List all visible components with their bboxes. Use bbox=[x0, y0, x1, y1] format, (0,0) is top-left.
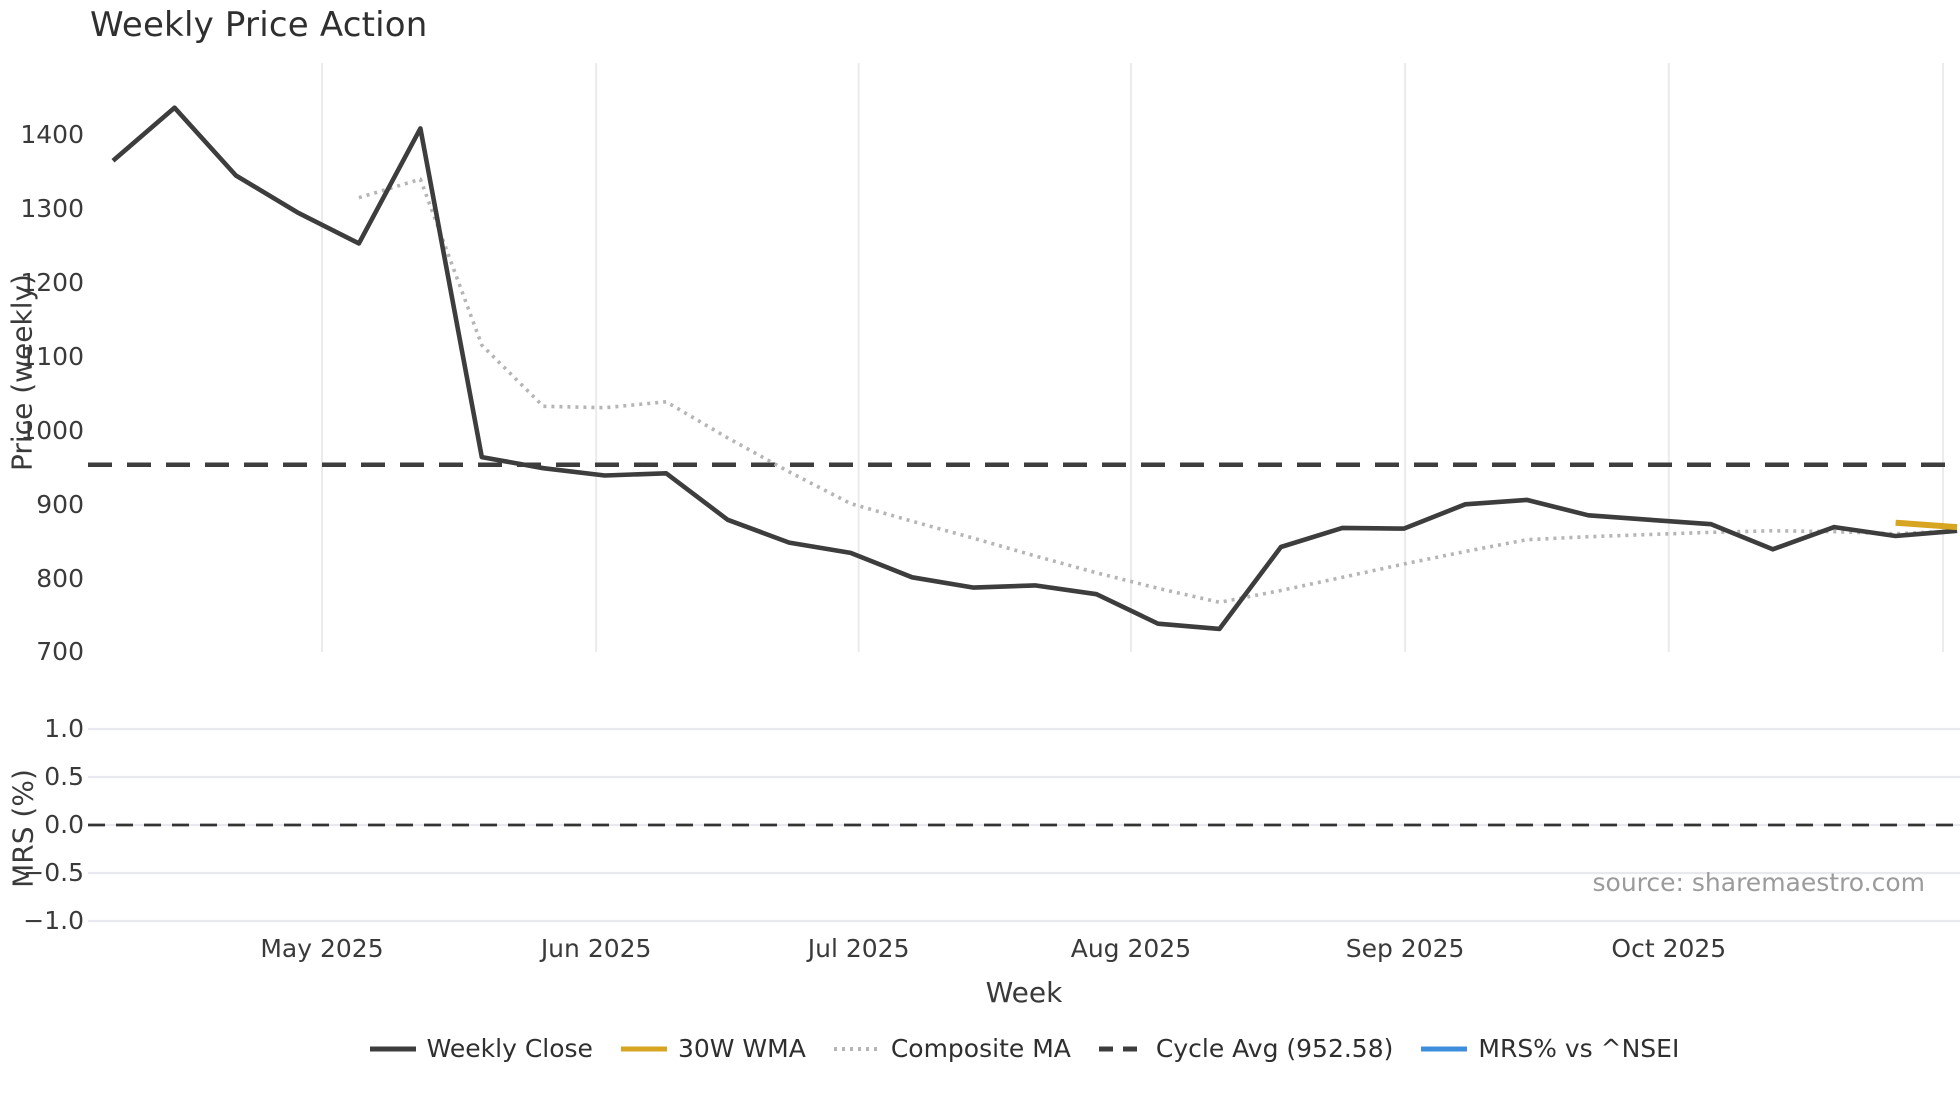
legend-label: 30W WMA bbox=[677, 1034, 806, 1063]
composite-ma-line bbox=[358, 177, 1958, 605]
price-tick-label: 1200 bbox=[20, 268, 84, 297]
legend-swatch-dotted-line bbox=[833, 1046, 880, 1051]
legend-label: Cycle Avg (952.58) bbox=[1155, 1034, 1394, 1063]
price-tick-label: 1100 bbox=[20, 342, 84, 371]
price-tick-label: 1400 bbox=[20, 120, 84, 149]
wma-30w-line bbox=[1895, 519, 1958, 531]
legend-swatch-solid-line bbox=[369, 1046, 416, 1051]
legend-swatch-dashed-line bbox=[1098, 1046, 1145, 1051]
month-tick-label: May 2025 bbox=[260, 934, 384, 963]
month-tick-label: Jul 2025 bbox=[807, 934, 910, 963]
legend-label: MRS% vs ^NSEI bbox=[1478, 1034, 1680, 1063]
legend-swatch-solid-line bbox=[620, 1046, 667, 1051]
legend-item-30w-wma: 30W WMA bbox=[620, 1034, 806, 1063]
mrs-tick-label: 0.0 bbox=[44, 810, 84, 839]
month-tick-label: Aug 2025 bbox=[1070, 934, 1192, 963]
legend-item-composite-ma: Composite MA bbox=[833, 1034, 1071, 1063]
legend-swatch-solid-line bbox=[1421, 1046, 1468, 1051]
mrs-tick-label: 0.5 bbox=[44, 762, 84, 791]
weekly-close-line bbox=[111, 105, 1958, 632]
month-tick-label: Oct 2025 bbox=[1611, 934, 1727, 963]
month-tick-label: Sep 2025 bbox=[1345, 934, 1465, 963]
legend-label: Composite MA bbox=[890, 1034, 1071, 1063]
mrs-tick-label: 1.0 bbox=[44, 714, 84, 743]
legend: Weekly Close 30W WMA Composite MA Cycle Avg… bbox=[88, 1034, 1960, 1063]
chart-title: Weekly Price Action bbox=[90, 5, 428, 45]
price-tick-label: 700 bbox=[36, 637, 84, 666]
price-tick-label: 1300 bbox=[20, 194, 84, 223]
price-tick-label: 1000 bbox=[20, 416, 84, 445]
legend-item-mrs-vs-nsei: MRS% vs ^NSEI bbox=[1420, 1034, 1679, 1063]
source-credit: source: sharemaestro.com bbox=[1592, 868, 1926, 897]
legend-label: Weekly Close bbox=[426, 1034, 593, 1063]
price-tick-label: 800 bbox=[36, 564, 84, 593]
price-tick-label: 900 bbox=[36, 490, 84, 519]
mrs-tick-label: −0.5 bbox=[23, 858, 84, 887]
mrs-tick-label: −1.0 bbox=[23, 906, 84, 935]
legend-item-weekly-close: Weekly Close bbox=[369, 1034, 593, 1063]
month-tick-label: Jun 2025 bbox=[540, 934, 652, 963]
legend-item-cycle-avg-952-58: Cycle Avg (952.58) bbox=[1098, 1034, 1394, 1063]
x-axis-label: Week bbox=[985, 976, 1063, 1009]
